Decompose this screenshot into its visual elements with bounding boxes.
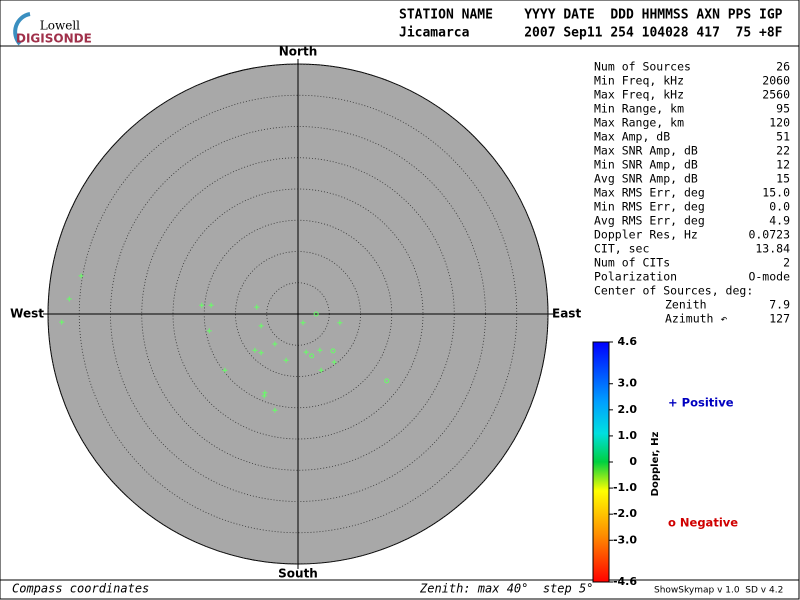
legend-positive: + Positive <box>668 396 734 410</box>
stat-value: 0.0 <box>769 200 790 214</box>
source-point <box>254 304 260 310</box>
legend-negative: o Negative <box>668 516 738 530</box>
stat-value: 13.84 <box>755 242 790 256</box>
header-line: STATION NAME YYYY DATE DDD HHMMSS AXN PP… <box>399 8 783 23</box>
colorbar-tick-label: -3.0 <box>613 533 637 546</box>
source-point <box>78 273 84 279</box>
logo-bottom: DIGISONDE <box>16 32 92 46</box>
stat-value: 7.9 <box>769 298 790 312</box>
stat-label: Max Range, km <box>594 116 684 130</box>
stat-label: Min RMS Err, deg <box>594 200 705 214</box>
stat-label: Max RMS Err, deg <box>594 186 705 200</box>
stat-label: Avg RMS Err, deg <box>594 214 705 228</box>
stat-label: Min Freq, kHz <box>594 74 684 88</box>
stat-label: Min SNR Amp, dB <box>594 158 698 172</box>
stat-value: O-mode <box>748 270 790 284</box>
direction-label: East <box>552 307 581 321</box>
source-point <box>59 319 65 325</box>
colorbar-tick-label: -1.0 <box>613 481 637 494</box>
stat-value: 127 <box>769 312 790 326</box>
colorbar-tick-label: 1.0 <box>618 429 638 442</box>
stat-label: CIT, sec <box>594 242 649 256</box>
stat-value: 2 <box>783 256 790 270</box>
logo-top: Lowell <box>40 19 80 33</box>
source-point <box>300 320 306 326</box>
source-point <box>66 296 72 302</box>
stat-value: 22 <box>776 144 790 158</box>
stat-label: Num of Sources <box>594 60 691 74</box>
stat-value: 12 <box>776 158 790 172</box>
colorbar-tick-label: 2.0 <box>618 403 638 416</box>
stat-value: 15 <box>776 172 790 186</box>
source-point <box>331 359 337 365</box>
stat-label: Min Range, km <box>594 102 684 116</box>
stat-label: Center of Sources, deg: <box>594 284 753 298</box>
colorbar-label: Doppler, Hz <box>650 432 661 497</box>
source-point <box>222 367 228 373</box>
stat-label: Polarization <box>594 270 677 284</box>
stat-value: 120 <box>769 116 790 130</box>
direction-label: West <box>10 307 44 321</box>
stat-value: 0.0723 <box>748 228 790 242</box>
source-point <box>303 349 309 355</box>
stat-label: Max Freq, kHz <box>594 88 684 102</box>
stat-label: Max Amp, dB <box>594 130 670 144</box>
colorbar-tick-label: -4.6 <box>613 575 637 588</box>
source-point <box>317 347 323 353</box>
source-point <box>272 407 278 413</box>
stat-value: 2060 <box>762 74 790 88</box>
source-point <box>258 323 264 329</box>
logo-swoosh <box>13 12 31 46</box>
source-point <box>199 302 205 308</box>
colorbar <box>592 341 610 583</box>
source-point <box>272 341 278 347</box>
stat-value: 4.9 <box>769 214 790 228</box>
source-point <box>337 320 343 326</box>
direction-label: South <box>278 567 318 581</box>
stat-label: Zenith <box>665 298 707 312</box>
source-point <box>261 393 267 399</box>
colorbar-tick-label: -2.0 <box>613 507 637 520</box>
stat-value: 95 <box>776 102 790 116</box>
stat-value: 26 <box>776 60 790 74</box>
colorbar-tick-label: 4.6 <box>618 335 638 348</box>
source-point <box>330 348 336 354</box>
source-point <box>318 367 324 373</box>
source-point <box>206 328 212 334</box>
source-point <box>313 311 319 317</box>
direction-label: North <box>279 45 317 59</box>
stat-value: 15.0 <box>762 186 790 200</box>
footer-middle: Zenith: max 40° step 5° <box>419 582 593 596</box>
header-line: Jicamarca 2007 Sep11 254 104028 417 75 +… <box>399 26 783 41</box>
stat-label: Num of CITs <box>594 256 670 270</box>
source-point <box>283 357 289 363</box>
source-point <box>258 350 264 356</box>
source-point <box>252 347 258 353</box>
stat-label: Azimuth ↶ <box>665 312 727 326</box>
source-point <box>384 378 390 384</box>
colorbar-tick-label: 3.0 <box>618 377 638 390</box>
stat-label: Max SNR Amp, dB <box>594 144 698 158</box>
footer-left: Compass coordinates <box>12 582 149 596</box>
source-point <box>208 302 214 308</box>
source-point <box>309 353 315 359</box>
stat-label: Doppler Res, Hz <box>594 228 698 242</box>
stat-value: 51 <box>776 130 790 144</box>
stat-value: 2560 <box>762 88 790 102</box>
colorbar-tick-label: 0 <box>629 455 637 468</box>
source-point <box>262 390 268 396</box>
stat-label: Avg SNR Amp, dB <box>594 172 698 186</box>
footer-right: ShowSkymap v 1.0 SD v 4.2 <box>654 586 783 596</box>
